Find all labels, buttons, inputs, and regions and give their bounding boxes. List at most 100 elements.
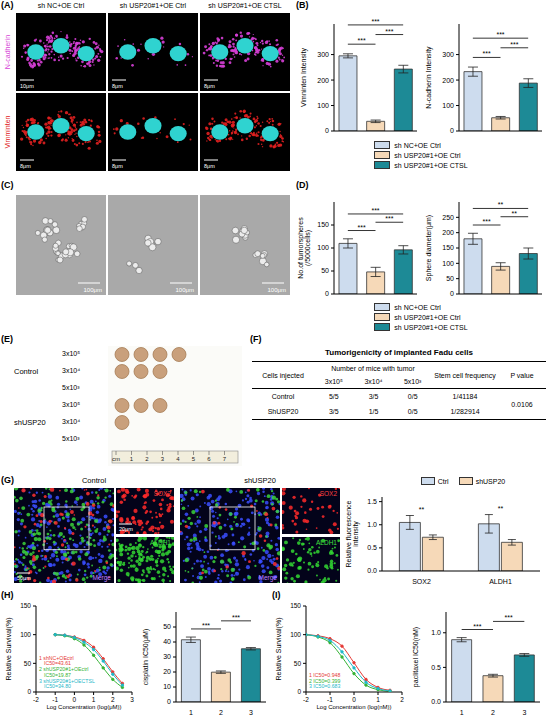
svg-text:50μm: 50μm: [17, 575, 31, 581]
svg-text:1: 1: [460, 709, 464, 716]
svg-text:100: 100: [317, 244, 329, 251]
svg-text:ALDH1: ALDH1: [316, 539, 337, 546]
svg-text:***: ***: [473, 623, 481, 630]
svg-text:3: 3: [249, 709, 253, 716]
svg-text:0: 0: [325, 127, 329, 134]
svg-text:2: 2: [400, 696, 404, 703]
svg-text:150: 150: [317, 221, 329, 228]
svg-text:40: 40: [163, 638, 171, 645]
svg-text:50: 50: [294, 660, 302, 667]
svg-text:0.5: 0.5: [367, 544, 377, 551]
svg-text:2: 2: [145, 456, 149, 462]
svg-text:50: 50: [24, 660, 32, 667]
svg-text:50: 50: [163, 623, 171, 630]
svg-text:8μm: 8μm: [20, 163, 31, 169]
svg-text:***: ***: [202, 622, 210, 629]
svg-text:***: ***: [505, 614, 513, 621]
svg-text:150: 150: [290, 602, 301, 609]
svg-text:0: 0: [352, 696, 356, 703]
svg-text:10μm: 10μm: [20, 83, 34, 89]
svg-text:***: ***: [371, 18, 379, 25]
svg-text:Log Concentration (log(μM)): Log Concentration (log(μM)): [46, 704, 121, 710]
svg-text:0: 0: [450, 290, 454, 297]
svg-text:***: ***: [385, 215, 393, 222]
svg-text:0: 0: [297, 688, 301, 695]
svg-text:100: 100: [20, 631, 31, 638]
svg-text:1: 1: [189, 709, 193, 716]
svg-text:***: ***: [510, 41, 518, 48]
svg-text:***: ***: [232, 614, 240, 621]
svg-text:Log Concentration (log(nM)): Log Concentration (log(nM)): [316, 704, 391, 710]
svg-text:SOX2: SOX2: [412, 578, 431, 585]
svg-text:150: 150: [442, 244, 454, 251]
svg-text:200: 200: [442, 229, 454, 236]
svg-text:250: 250: [442, 214, 454, 221]
svg-text:200: 200: [442, 77, 454, 84]
svg-text:100: 100: [290, 631, 301, 638]
svg-text:6: 6: [207, 456, 211, 462]
svg-text:1: 1: [130, 456, 134, 462]
svg-text:50: 50: [321, 267, 329, 274]
svg-text:2: 2: [491, 709, 495, 716]
svg-text:SOX2: SOX2: [320, 490, 338, 497]
svg-text:8μm: 8μm: [204, 163, 215, 169]
svg-text:0.0: 0.0: [431, 698, 441, 705]
svg-text:100: 100: [317, 102, 329, 109]
svg-text:100μm: 100μm: [268, 287, 286, 293]
svg-text:150: 150: [20, 602, 31, 609]
svg-text:10: 10: [163, 683, 171, 690]
svg-text:**: **: [498, 201, 504, 208]
svg-text:***: ***: [483, 50, 491, 57]
svg-text:***: ***: [385, 28, 393, 35]
svg-text:0: 0: [450, 127, 454, 134]
svg-text:3: 3: [522, 709, 526, 716]
svg-text:**: **: [512, 210, 518, 217]
svg-text:0.5: 0.5: [431, 664, 441, 671]
svg-text:8μm: 8μm: [204, 83, 215, 89]
svg-text:4: 4: [176, 456, 180, 462]
svg-text:8μm: 8μm: [112, 83, 123, 89]
svg-text:**: **: [498, 505, 504, 512]
svg-text:1.0: 1.0: [367, 521, 377, 528]
svg-text:300: 300: [317, 51, 329, 58]
svg-text:Merge: Merge: [259, 574, 278, 582]
svg-text:-1: -1: [327, 696, 333, 703]
svg-text:50: 50: [446, 275, 454, 282]
svg-text:***: ***: [371, 207, 379, 214]
svg-text:2: 2: [219, 709, 223, 716]
svg-text:***: ***: [358, 224, 366, 231]
svg-text:3: 3: [161, 456, 165, 462]
svg-text:**: **: [419, 506, 425, 513]
svg-text:300: 300: [442, 51, 454, 58]
svg-text:Merge: Merge: [93, 574, 112, 582]
svg-text:cm: cm: [112, 456, 120, 462]
svg-text:100μm: 100μm: [176, 287, 194, 293]
svg-text:ALDH1: ALDH1: [489, 578, 512, 585]
svg-text:0.0: 0.0: [367, 567, 377, 574]
svg-text:***: ***: [496, 31, 504, 38]
svg-text:0: 0: [167, 698, 171, 705]
svg-text:0: 0: [325, 290, 329, 297]
svg-text:1: 1: [376, 696, 380, 703]
svg-text:***: ***: [483, 218, 491, 225]
svg-text:***: ***: [358, 37, 366, 44]
svg-text:-1: -1: [52, 696, 58, 703]
svg-text:ALDH1: ALDH1: [150, 539, 171, 546]
svg-text:3: 3: [130, 696, 134, 703]
svg-text:100μm: 100μm: [84, 287, 102, 293]
svg-text:SOX2: SOX2: [154, 490, 172, 497]
svg-text:0: 0: [27, 688, 31, 695]
svg-text:5: 5: [192, 456, 196, 462]
svg-text:-2: -2: [303, 696, 309, 703]
svg-text:1: 1: [92, 696, 96, 703]
svg-text:8μm: 8μm: [112, 163, 123, 169]
svg-text:0: 0: [73, 696, 77, 703]
svg-text:100: 100: [442, 260, 454, 267]
svg-text:2: 2: [111, 696, 115, 703]
svg-text:7: 7: [223, 456, 227, 462]
svg-text:20μm: 20μm: [119, 526, 133, 532]
svg-text:20: 20: [163, 668, 171, 675]
svg-text:1.5: 1.5: [367, 498, 377, 505]
svg-text:200: 200: [317, 77, 329, 84]
svg-text:1.0: 1.0: [431, 629, 441, 636]
